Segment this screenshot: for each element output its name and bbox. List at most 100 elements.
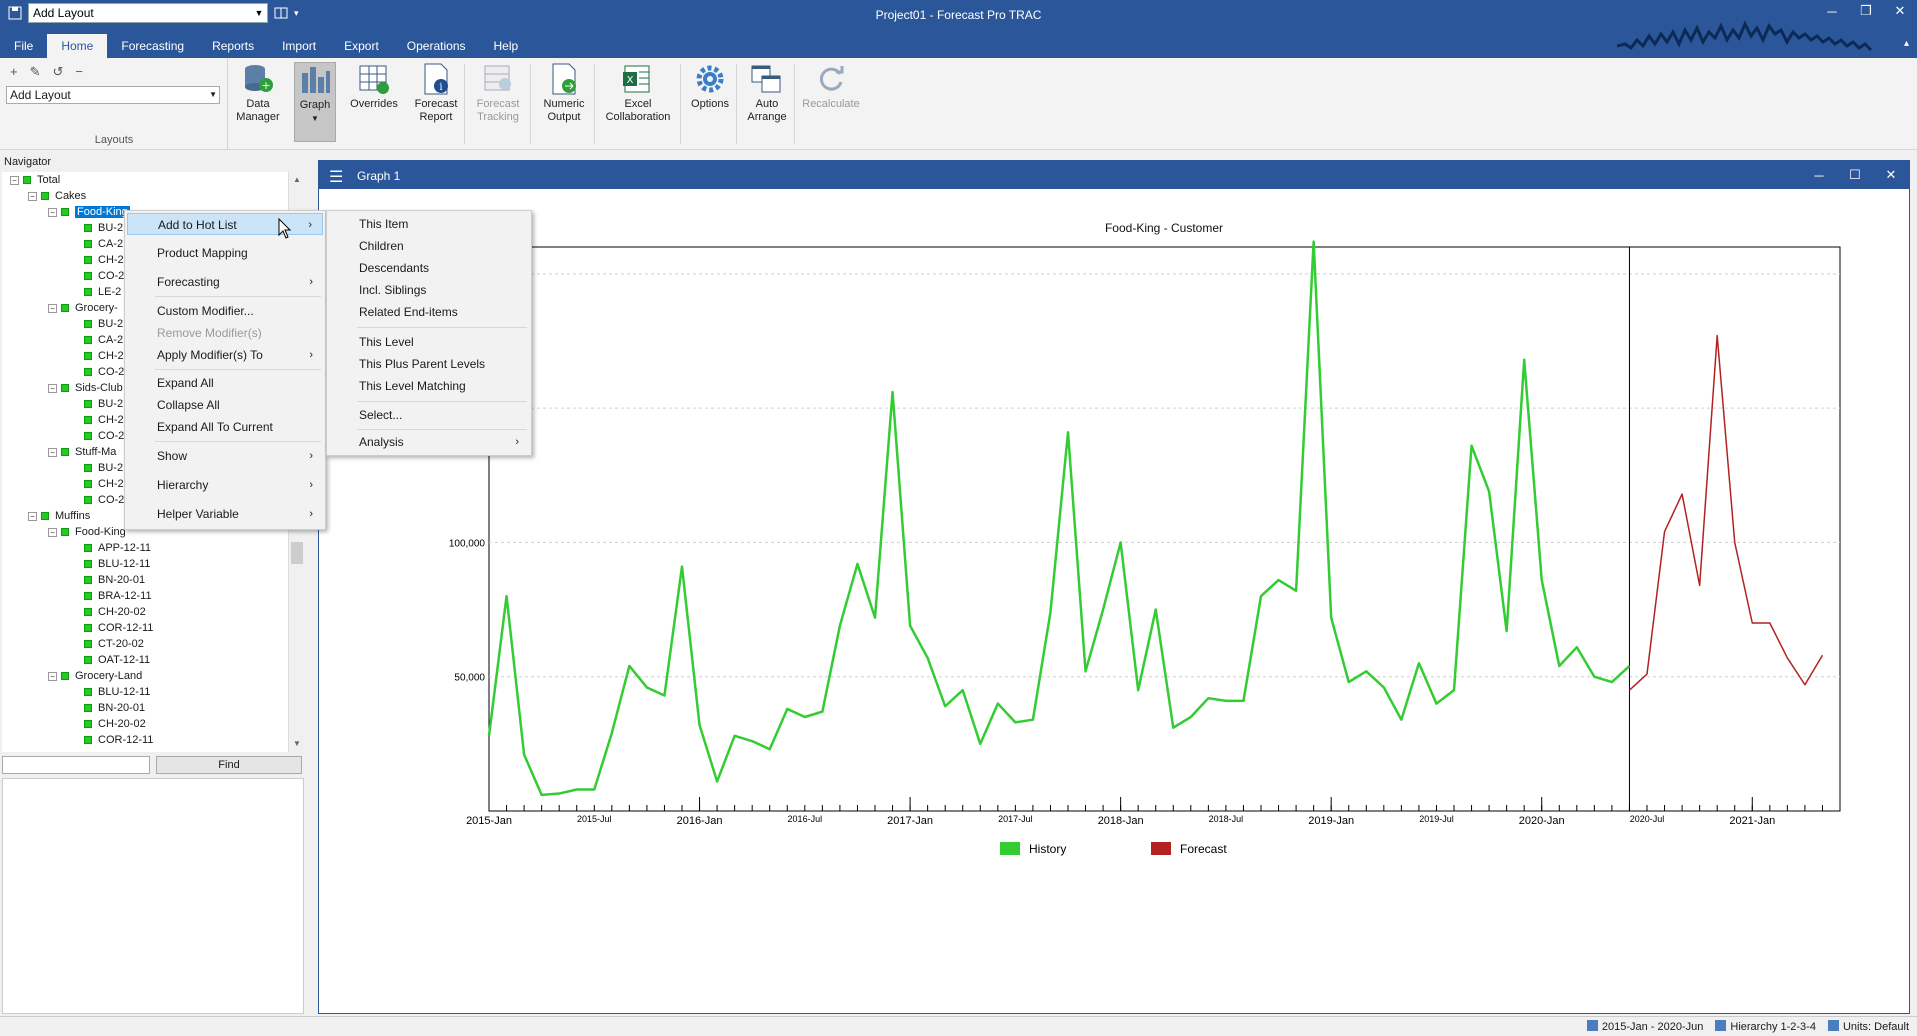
collapse-icon[interactable]: −: [48, 671, 57, 681]
menu-item-remove-modifiers[interactable]: Remove Modifier(s): [157, 326, 262, 340]
submenu-item-related-end-items[interactable]: Related End-items: [359, 305, 458, 319]
scroll-thumb[interactable]: [291, 542, 303, 564]
tree-leaf[interactable]: COR-12-11: [84, 732, 153, 748]
menu-item-collapse-all[interactable]: Collapse All: [157, 398, 220, 412]
tree-node[interactable]: − Food-King: [48, 204, 130, 220]
maximize-icon[interactable]: ☐: [1849, 167, 1861, 182]
collapse-ribbon-icon[interactable]: ▴: [1903, 38, 1909, 49]
tree-leaf[interactable]: BRA-12-11: [84, 588, 152, 604]
submenu-item-this-level[interactable]: This Level: [359, 335, 414, 349]
menu-item-custom-modifier[interactable]: Custom Modifier...: [157, 304, 254, 318]
collapse-icon[interactable]: −: [28, 511, 37, 521]
menu-icon[interactable]: ☰: [329, 169, 344, 186]
menu-item-apply-modifiers-to[interactable]: Apply Modifier(s) To ›: [127, 344, 323, 366]
collapse-icon[interactable]: −: [48, 447, 57, 457]
submenu-item-children[interactable]: Children: [359, 239, 404, 253]
submenu-item-analysis[interactable]: Analysis ›: [329, 431, 529, 453]
tree-leaf[interactable]: CO-2: [84, 428, 124, 444]
menu-item-product-mapping[interactable]: Product Mapping: [157, 246, 248, 260]
tree-node[interactable]: − Grocery-Land: [48, 668, 142, 684]
data-manager-button[interactable]: + Data Manager: [234, 62, 282, 142]
edit-icon[interactable]: ✎: [29, 64, 41, 79]
tab-export[interactable]: Export: [344, 39, 379, 53]
tree-leaf[interactable]: BU-2: [84, 396, 123, 412]
customize-qat-icon[interactable]: ▾: [294, 7, 299, 18]
submenu-item-incl-siblings[interactable]: Incl. Siblings: [359, 283, 427, 297]
tree-leaf[interactable]: BU-2: [84, 220, 123, 236]
tree-leaf[interactable]: OAT-12-11: [84, 652, 150, 668]
tab-import[interactable]: Import: [282, 39, 317, 53]
restore-icon[interactable]: ❐: [1860, 3, 1872, 18]
recalculate-button[interactable]: Recalculate: [800, 62, 862, 142]
tree-leaf[interactable]: CO-2: [84, 492, 124, 508]
overrides-button[interactable]: Overrides: [346, 62, 402, 142]
tab-operations[interactable]: Operations: [406, 39, 466, 53]
remove-icon[interactable]: −: [75, 64, 83, 79]
tree-node[interactable]: − Total: [10, 172, 60, 188]
tree-leaf[interactable]: BU-2: [84, 316, 123, 332]
tree-node[interactable]: − Grocery-: [48, 300, 118, 316]
tree-leaf[interactable]: APP-12-11: [84, 540, 151, 556]
tree-leaf[interactable]: BU-2: [84, 460, 123, 476]
excel-collaboration-button[interactable]: X Excel Collaboration: [600, 62, 676, 142]
tree-leaf[interactable]: CH-2: [84, 412, 124, 428]
forecast-tracking-button[interactable]: Forecast Tracking: [470, 62, 526, 142]
scroll-up-icon[interactable]: ▲: [293, 175, 301, 184]
options-button[interactable]: Options: [686, 62, 734, 142]
menu-item-hierarchy[interactable]: Hierarchy ›: [127, 474, 323, 496]
tab-file[interactable]: File: [14, 39, 34, 53]
tab-reports[interactable]: Reports: [212, 39, 255, 53]
tab-home[interactable]: Home: [47, 34, 108, 58]
tree-node[interactable]: − Muffins: [28, 508, 90, 524]
tab-forecasting[interactable]: Forecasting: [121, 39, 185, 53]
minimize-icon[interactable]: ─: [1814, 167, 1824, 183]
tree-leaf[interactable]: BN-20-01: [84, 572, 145, 588]
auto-arrange-button[interactable]: Auto Arrange: [742, 62, 792, 142]
tree-node[interactable]: − Sids-Club: [48, 380, 123, 396]
numeric-output-button[interactable]: Numeric Output: [536, 62, 592, 142]
tree-node[interactable]: − Stuff-Ma: [48, 444, 116, 460]
find-input[interactable]: [2, 756, 150, 774]
collapse-icon[interactable]: −: [10, 175, 19, 185]
collapse-icon[interactable]: −: [48, 207, 57, 217]
tree-leaf[interactable]: CA-2: [84, 236, 123, 252]
tree-node[interactable]: − Food-King: [48, 524, 126, 540]
tree-leaf[interactable]: CA-2: [84, 332, 123, 348]
scroll-down-icon[interactable]: ▼: [293, 739, 301, 748]
submenu-item-this-plus-parent-levels[interactable]: This Plus Parent Levels: [359, 357, 486, 371]
tree-leaf[interactable]: CH-2: [84, 348, 124, 364]
tree-leaf[interactable]: CH-20-02: [84, 716, 146, 732]
menu-item-add-to-hot-list[interactable]: Add to Hot List ›: [127, 213, 323, 235]
close-icon[interactable]: ✕: [1894, 3, 1906, 18]
find-button[interactable]: Find: [156, 756, 302, 774]
collapse-icon[interactable]: −: [48, 527, 57, 537]
tree-leaf[interactable]: CH-2: [84, 476, 124, 492]
collapse-icon[interactable]: −: [48, 383, 57, 393]
tree-node[interactable]: − Cakes: [28, 188, 86, 204]
menu-item-expand-all-to-current[interactable]: Expand All To Current: [157, 420, 273, 434]
submenu-item-descendants[interactable]: Descendants: [359, 261, 430, 275]
graph-button[interactable]: Graph ▼: [294, 62, 336, 142]
collapse-icon[interactable]: −: [28, 191, 37, 201]
tree-leaf[interactable]: BLU-12-11: [84, 556, 150, 572]
tree-leaf[interactable]: CO-2: [84, 268, 124, 284]
layout-select[interactable]: Add Layout ▼: [6, 86, 220, 104]
menu-item-forecasting[interactable]: Forecasting ›: [127, 271, 323, 293]
layout-combo[interactable]: Add Layout ▼: [28, 3, 268, 23]
menu-item-helper-variable[interactable]: Helper Variable ›: [127, 503, 323, 525]
tree-leaf[interactable]: COR-12-11: [84, 620, 153, 636]
tree-leaf[interactable]: BN-20-01: [84, 700, 145, 716]
tree-leaf[interactable]: LE-2: [84, 284, 121, 300]
undo-icon[interactable]: ↺: [52, 64, 64, 79]
tree-leaf[interactable]: CO-2: [84, 364, 124, 380]
tree-leaf[interactable]: BLU-12-11: [84, 684, 150, 700]
menu-item-show[interactable]: Show ›: [127, 445, 323, 467]
forecast-report-button[interactable]: i Forecast Report: [410, 62, 462, 142]
minimize-icon[interactable]: ─: [1827, 3, 1837, 19]
submenu-item-select[interactable]: Select...: [359, 408, 403, 422]
tree-leaf[interactable]: CT-20-02: [84, 636, 144, 652]
submenu-item-this-level-matching[interactable]: This Level Matching: [359, 379, 466, 393]
tree-leaf[interactable]: CH-2: [84, 252, 124, 268]
tree-leaf[interactable]: CH-20-02: [84, 604, 146, 620]
save-icon[interactable]: [8, 6, 22, 20]
